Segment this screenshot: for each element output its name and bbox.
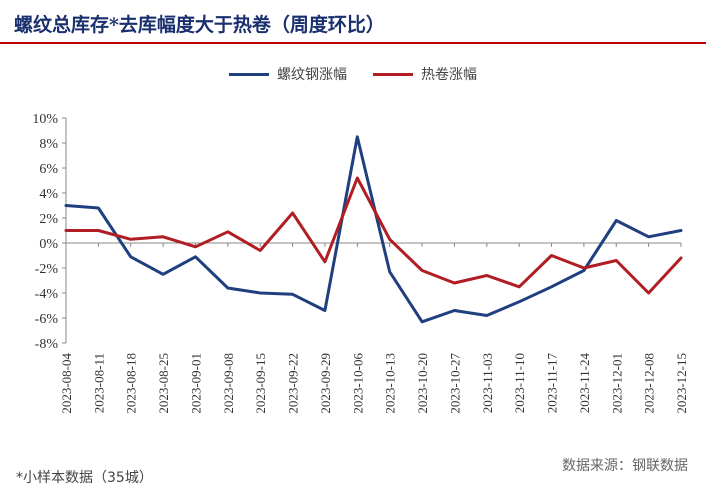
x-tick-label: 2023-11-10 [512,353,527,413]
x-tick-label: 2023-09-22 [286,353,301,414]
x-tick-label: 2023-12-08 [642,353,657,414]
x-tick-label: 2023-11-24 [577,353,592,414]
y-tick-label: 4% [39,187,58,202]
y-tick-label: -4% [35,287,59,302]
x-tick-label: 2023-12-15 [674,353,689,414]
legend: 螺纹钢涨幅 热卷涨幅 [0,64,706,84]
y-tick-label: 8% [39,137,58,152]
x-tick-label: 2023-10-06 [350,353,365,414]
legend-swatch-rebar [229,72,269,76]
x-tick-label: 2023-10-13 [383,353,398,414]
series-line-1 [64,135,683,324]
x-tick-label: 2023-08-11 [91,353,106,413]
y-tick-label: 10% [32,112,58,127]
x-tick-label: 2023-11-03 [480,353,495,413]
data-source: 数据来源：钢联数据 [562,458,688,474]
y-tick-label: -2% [35,262,59,277]
x-tick-label: 2023-10-27 [447,353,462,414]
series-line-2 [64,176,683,295]
x-tick-label: 2023-09-29 [318,353,333,414]
y-tick-label: 6% [39,162,58,177]
legend-label-rebar: 螺纹钢涨幅 [277,67,347,83]
x-tick-label: 2023-09-15 [253,353,268,414]
x-tick-label: 2023-08-25 [156,353,171,414]
y-tick-label: -8% [35,337,59,352]
x-tick-label: 2023-09-01 [188,353,203,414]
x-tick-label: 2023-08-04 [59,353,74,414]
legend-swatch-hrc [373,72,413,76]
x-tick-label: 2023-11-17 [545,353,560,414]
legend-label-hrc: 热卷涨幅 [421,67,477,83]
y-tick-label: 0% [39,237,58,252]
x-tick-label: 2023-08-18 [124,353,139,414]
legend-item-hrc: 热卷涨幅 [373,64,477,84]
legend-item-rebar: 螺纹钢涨幅 [229,64,347,84]
title-underline [0,42,706,44]
y-tick-label: -6% [35,312,59,327]
x-tick-label: 2023-12-01 [609,353,624,414]
y-tick-label: 2% [39,212,58,227]
x-tick-label: 2023-10-20 [415,353,430,414]
chart-title: 螺纹总库存*去库幅度大于热卷（周度环比） [14,14,385,36]
x-tick-label: 2023-09-08 [221,353,236,414]
footnote: *小样本数据（35城） [16,470,153,486]
